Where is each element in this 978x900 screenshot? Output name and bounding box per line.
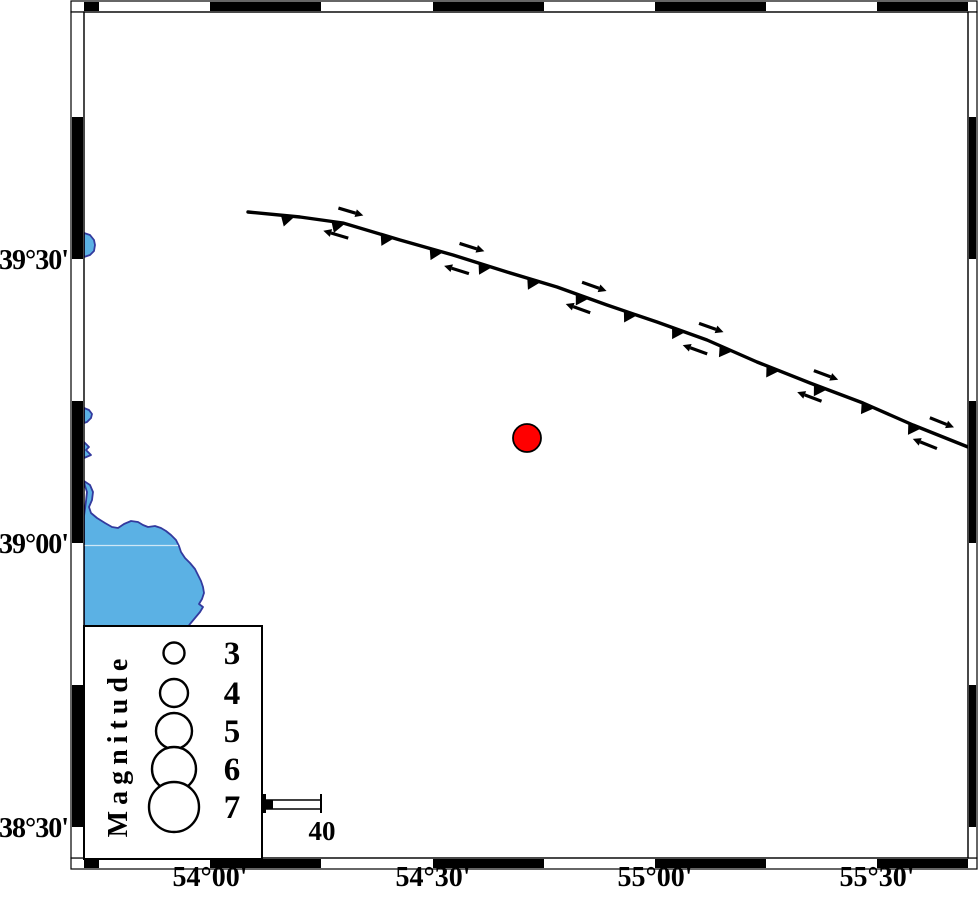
y-axis-label: 39°00' [0,529,68,560]
legend-magnitude-circle [158,677,190,709]
legend-magnitude-value: 4 [224,676,241,712]
y-axis-label: 38°30' [0,813,68,844]
fault-tooth [907,423,922,435]
scalebar-layer: 40 [262,794,336,846]
water-layer [83,232,205,629]
frame-segment [210,859,321,868]
slip-arrow-shaft [813,369,832,379]
fault-tooth [623,310,638,323]
frame-segment [969,117,976,259]
frame-segment [210,2,321,11]
slip-arrow-head [682,344,692,352]
axis-labels-layer: 54°00' 54°30' 55°00' 55°30' 39°30' 39°00' 38°3… [0,245,914,893]
fault-tooth [766,365,780,378]
slip-arrow-head [912,438,922,446]
frame-segment [877,2,968,11]
slip-arrow-shaft [330,231,349,240]
slip-arrow-shaft [581,280,600,290]
scale-bar-label: 40 [309,816,336,846]
slip-arrow-shaft [698,321,717,331]
legend-magnitude-value: 5 [224,714,241,750]
legend-magnitude-value: 6 [224,752,241,788]
fault-tooth [672,327,686,340]
x-axis-label: 54°00' [173,862,248,893]
frame-segment [969,685,976,827]
frame-segment [433,2,544,11]
x-axis-label: 54°30' [396,862,471,893]
slip-arrow-shaft [451,266,470,276]
frame-segment [84,859,99,868]
x-axis-label: 55°00' [618,862,693,893]
legend-magnitude-circle [147,780,201,834]
slip-arrow-head [354,209,364,218]
map-border [83,11,969,859]
fault-line [246,210,970,449]
slip-arrow-head [323,229,333,237]
epicenter-marker [512,423,542,453]
frame-segment [969,401,976,543]
fault-tooth [280,215,295,227]
fault-tooth [575,293,589,306]
water-body [83,441,92,459]
frame-segment [72,117,83,259]
slip-arrow-head [829,373,839,381]
slip-arrow-shaft [919,440,938,451]
fault-tooth [718,345,733,358]
water-body [83,407,93,424]
legend-magnitude-circle [154,711,194,751]
frame-segment [72,685,83,827]
slip-arrow-head [444,264,453,273]
water-body [83,480,205,629]
fault-tooth [478,263,492,275]
slip-arrow-head [475,245,485,253]
frame-segment [84,2,99,11]
legend-magnitude-circle [162,641,186,665]
fault-tooth [380,234,395,246]
slip-arrow-head [714,325,724,334]
fault-tooth [860,402,875,415]
slip-arrow-shaft [337,206,357,215]
y-axis-label: 39°30' [0,245,68,276]
fault-tooth [429,248,444,261]
legend-title: Magnitude [103,652,134,838]
frame-segment [433,859,544,868]
frame-segment [72,401,83,543]
slip-arrow-shaft [459,241,478,251]
slip-arrow-head [945,420,955,429]
slip-arrow-head [565,302,575,311]
frame-segment [655,859,766,868]
slip-arrow-shaft [689,346,708,356]
scale-bar-black-segment [263,800,273,809]
frame-segment [877,859,968,868]
legend-magnitude-value: 7 [224,790,241,826]
slip-arrow-head [597,284,607,293]
fault-layer [246,206,970,451]
epicenter-layer [512,423,542,453]
slip-arrow-head [797,391,807,399]
fault-tooth [813,384,828,397]
x-axis-label: 55°30' [840,862,915,893]
fault-tooth [331,221,346,233]
slip-arrow-shaft [804,393,823,403]
slip-arrow-shaft [572,305,591,315]
legend-magnitude-value: 3 [224,636,241,672]
frame-layer [70,0,978,870]
frame-segment [655,2,766,11]
slip-arrow-shaft [929,416,948,426]
fault-tooth [527,278,541,290]
water-body [83,232,96,258]
